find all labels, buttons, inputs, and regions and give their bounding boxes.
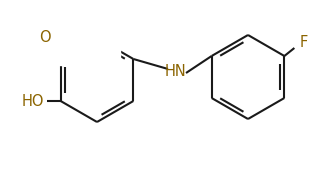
Text: methoxy: methoxy [48, 14, 54, 16]
Text: methyl: methyl [63, 18, 68, 20]
Text: O: O [40, 24, 52, 39]
Text: HO: HO [21, 93, 44, 109]
Text: HN: HN [165, 64, 187, 78]
Text: O: O [39, 30, 51, 44]
Text: F: F [299, 35, 307, 50]
Bar [30, 0, 120, 65]
